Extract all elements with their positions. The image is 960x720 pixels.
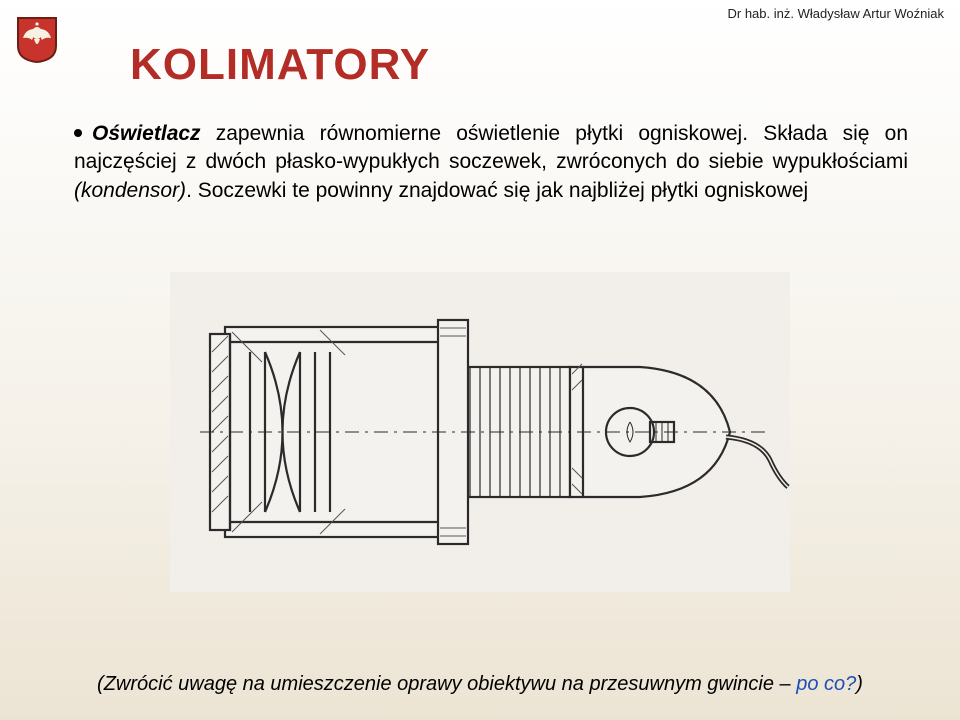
collimator-figure — [170, 272, 790, 592]
university-crest-icon — [16, 16, 58, 64]
author-attribution: Dr hab. inż. Władysław Artur Woźniak — [728, 6, 945, 21]
footer-closing: ) — [856, 673, 863, 695]
footer-question: po co? — [796, 673, 856, 695]
slide-title: KOLIMATORY — [130, 40, 430, 90]
bullet-icon — [74, 129, 82, 137]
lead-term: Oświetlacz — [92, 122, 201, 145]
kondensor-term: (kondensor) — [74, 179, 186, 202]
footer-note: (Zwrócić uwagę na umieszczenie oprawy ob… — [0, 673, 960, 696]
slide: Dr hab. inż. Władysław Artur Woźniak KOL… — [0, 0, 960, 720]
body-text: Oświetlacz zapewnia równomierne oświetle… — [74, 120, 908, 205]
body-sentence-2: . Soczewki te powinny znajdować się jak … — [186, 179, 808, 202]
footer-text: (Zwrócić uwagę na umieszczenie oprawy ob… — [97, 673, 796, 695]
